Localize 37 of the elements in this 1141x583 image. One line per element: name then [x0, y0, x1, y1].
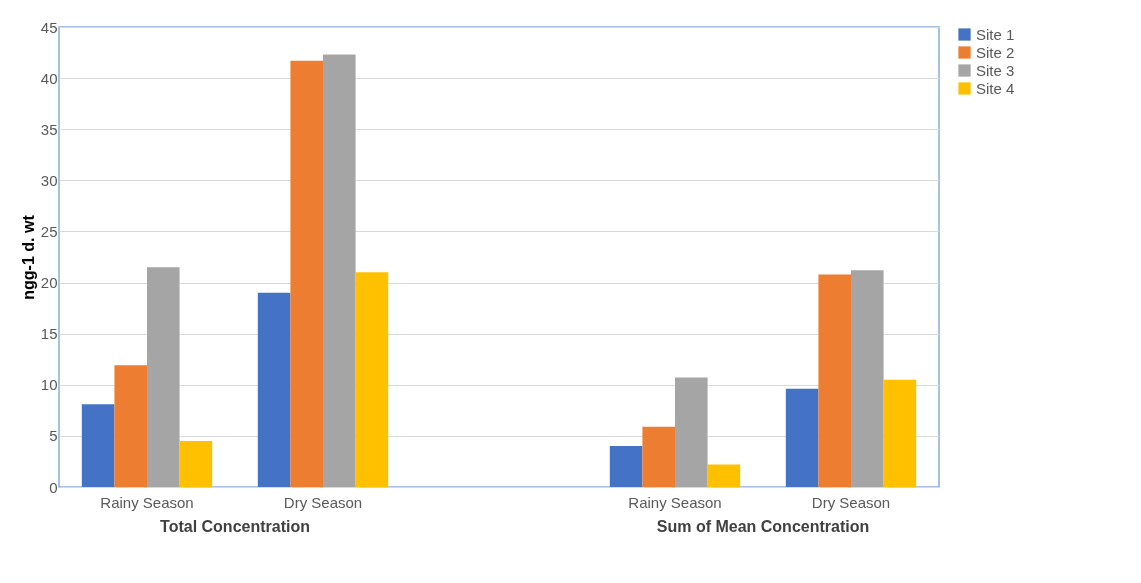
y-tick-label: 5: [49, 427, 58, 445]
x-tick-label: Dry Season: [283, 493, 363, 511]
y-tick-label: 35: [40, 120, 58, 138]
x-tick-label: Dry Season: [811, 493, 891, 511]
bar: [323, 54, 356, 487]
bar: [257, 292, 291, 487]
bar: [355, 272, 389, 487]
text: Total Concentration: [160, 518, 310, 535]
y-axis-title: ngg-1 d. wt: [19, 214, 37, 300]
y-tick-label: 40: [40, 69, 58, 87]
y-tick-label: 10: [40, 376, 58, 394]
y-tick-label: 20: [40, 274, 58, 292]
bar: [147, 267, 180, 487]
bar: [290, 60, 323, 487]
bar: [883, 379, 917, 487]
legend-label: Site 2: [976, 43, 1015, 61]
bar: [179, 441, 213, 487]
bar: [609, 446, 643, 487]
y-tick-label: 0: [49, 478, 58, 496]
y-tick-label: 25: [40, 222, 58, 240]
bar: [785, 388, 819, 487]
x-tick-label: Rainy Season: [100, 493, 194, 511]
legend-label: Site 3: [976, 61, 1015, 79]
bar: [818, 274, 851, 487]
y-tick-label: 30: [40, 171, 58, 189]
text: Sum of Mean Concentration: [656, 518, 870, 535]
bar: [675, 377, 708, 487]
y-tick-label: 45: [40, 18, 58, 36]
bar: [114, 365, 147, 487]
x-tick-label: Rainy Season: [628, 493, 722, 511]
bar: [642, 426, 675, 487]
bar: [81, 404, 115, 487]
bar: [851, 270, 884, 487]
legend-label: Site 1: [976, 25, 1015, 43]
y-tick-label: 15: [40, 325, 58, 343]
legend-label: Site 4: [976, 79, 1015, 97]
bar: [707, 464, 741, 487]
